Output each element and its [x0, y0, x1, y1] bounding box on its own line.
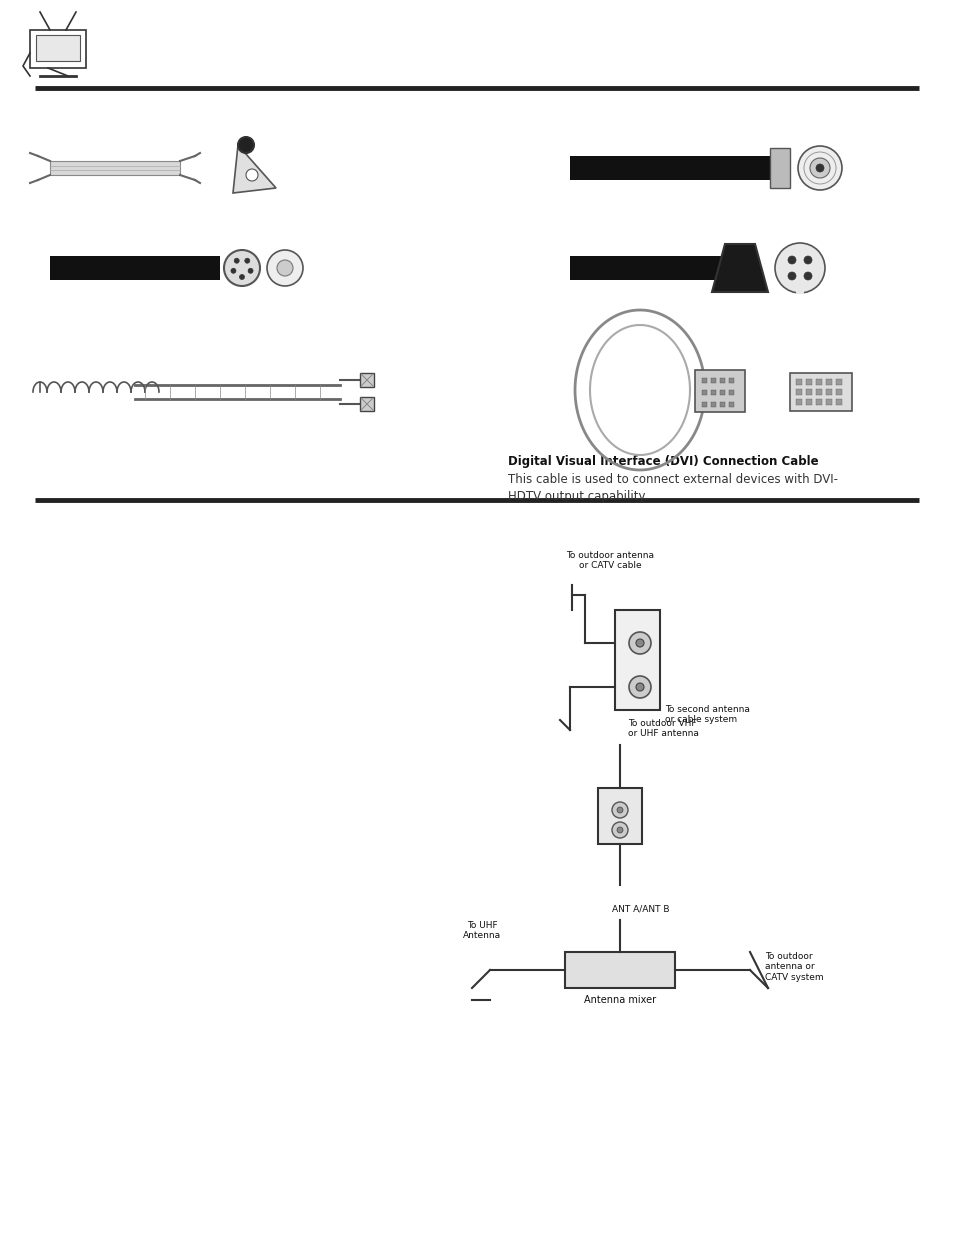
Bar	[710, 390, 716, 395]
Circle shape	[797, 146, 841, 190]
Polygon shape	[233, 144, 275, 193]
Bar	[710, 378, 716, 383]
Bar	[720, 390, 724, 395]
Circle shape	[234, 258, 239, 263]
Bar	[728, 378, 733, 383]
Bar	[805, 379, 811, 385]
Bar	[805, 399, 811, 405]
Bar	[805, 389, 811, 395]
Circle shape	[267, 249, 303, 287]
Bar	[789, 373, 851, 411]
Circle shape	[237, 137, 253, 153]
Bar	[701, 390, 706, 395]
Bar	[835, 379, 841, 385]
Circle shape	[809, 158, 829, 178]
Circle shape	[774, 243, 824, 293]
Bar	[815, 389, 821, 395]
Circle shape	[636, 683, 643, 692]
Bar	[695, 370, 744, 412]
Circle shape	[224, 249, 260, 287]
Bar	[359, 373, 374, 387]
Bar	[710, 403, 716, 408]
Bar	[615, 610, 659, 710]
Bar	[50, 256, 220, 280]
Bar	[815, 379, 821, 385]
Bar	[795, 399, 801, 405]
Bar	[569, 156, 769, 180]
Circle shape	[787, 256, 795, 264]
Bar	[728, 390, 733, 395]
Circle shape	[803, 256, 811, 264]
Polygon shape	[711, 245, 767, 291]
Bar	[825, 379, 831, 385]
Bar	[825, 399, 831, 405]
Bar	[795, 389, 801, 395]
Text: To second antenna
or cable system: To second antenna or cable system	[664, 705, 749, 725]
Bar	[728, 403, 733, 408]
Text: To UHF
Antenna: To UHF Antenna	[462, 920, 500, 940]
Text: To outdoor antenna
or CATV cable: To outdoor antenna or CATV cable	[565, 551, 654, 571]
Circle shape	[636, 638, 643, 647]
Bar	[835, 389, 841, 395]
Circle shape	[246, 169, 257, 182]
Circle shape	[617, 827, 622, 832]
Bar	[769, 148, 789, 188]
Text: Antenna mixer: Antenna mixer	[583, 995, 656, 1005]
Text: This cable is used to connect external devices with DVI-
HDTV output capability.: This cable is used to connect external d…	[507, 473, 837, 503]
Bar	[50, 161, 180, 175]
Bar	[598, 788, 641, 844]
Bar	[815, 399, 821, 405]
Bar	[835, 399, 841, 405]
Bar	[795, 379, 801, 385]
Circle shape	[276, 261, 293, 275]
Text: To outdoor
antenna or
CATV system: To outdoor antenna or CATV system	[764, 952, 822, 982]
Circle shape	[612, 823, 627, 839]
Circle shape	[787, 272, 795, 280]
Circle shape	[628, 632, 650, 655]
Bar	[701, 403, 706, 408]
Bar	[701, 378, 706, 383]
Bar	[720, 403, 724, 408]
Circle shape	[248, 268, 253, 273]
Text: Digital Visual Interface (DVI) Connection Cable: Digital Visual Interface (DVI) Connectio…	[507, 454, 818, 468]
Circle shape	[628, 676, 650, 698]
Bar	[720, 378, 724, 383]
Bar	[795, 288, 803, 294]
Circle shape	[231, 268, 235, 273]
Circle shape	[617, 806, 622, 813]
Bar	[564, 952, 675, 988]
Bar	[825, 389, 831, 395]
Bar	[359, 396, 374, 411]
Text: ANT A/ANT B: ANT A/ANT B	[612, 905, 669, 914]
Text: To outdoor VHF
or UHF antenna: To outdoor VHF or UHF antenna	[627, 719, 699, 739]
Bar	[569, 256, 729, 280]
Bar	[30, 30, 86, 68]
Circle shape	[815, 164, 823, 172]
Circle shape	[612, 802, 627, 818]
Bar	[36, 35, 80, 61]
Circle shape	[245, 258, 250, 263]
Circle shape	[803, 272, 811, 280]
Circle shape	[239, 274, 244, 279]
